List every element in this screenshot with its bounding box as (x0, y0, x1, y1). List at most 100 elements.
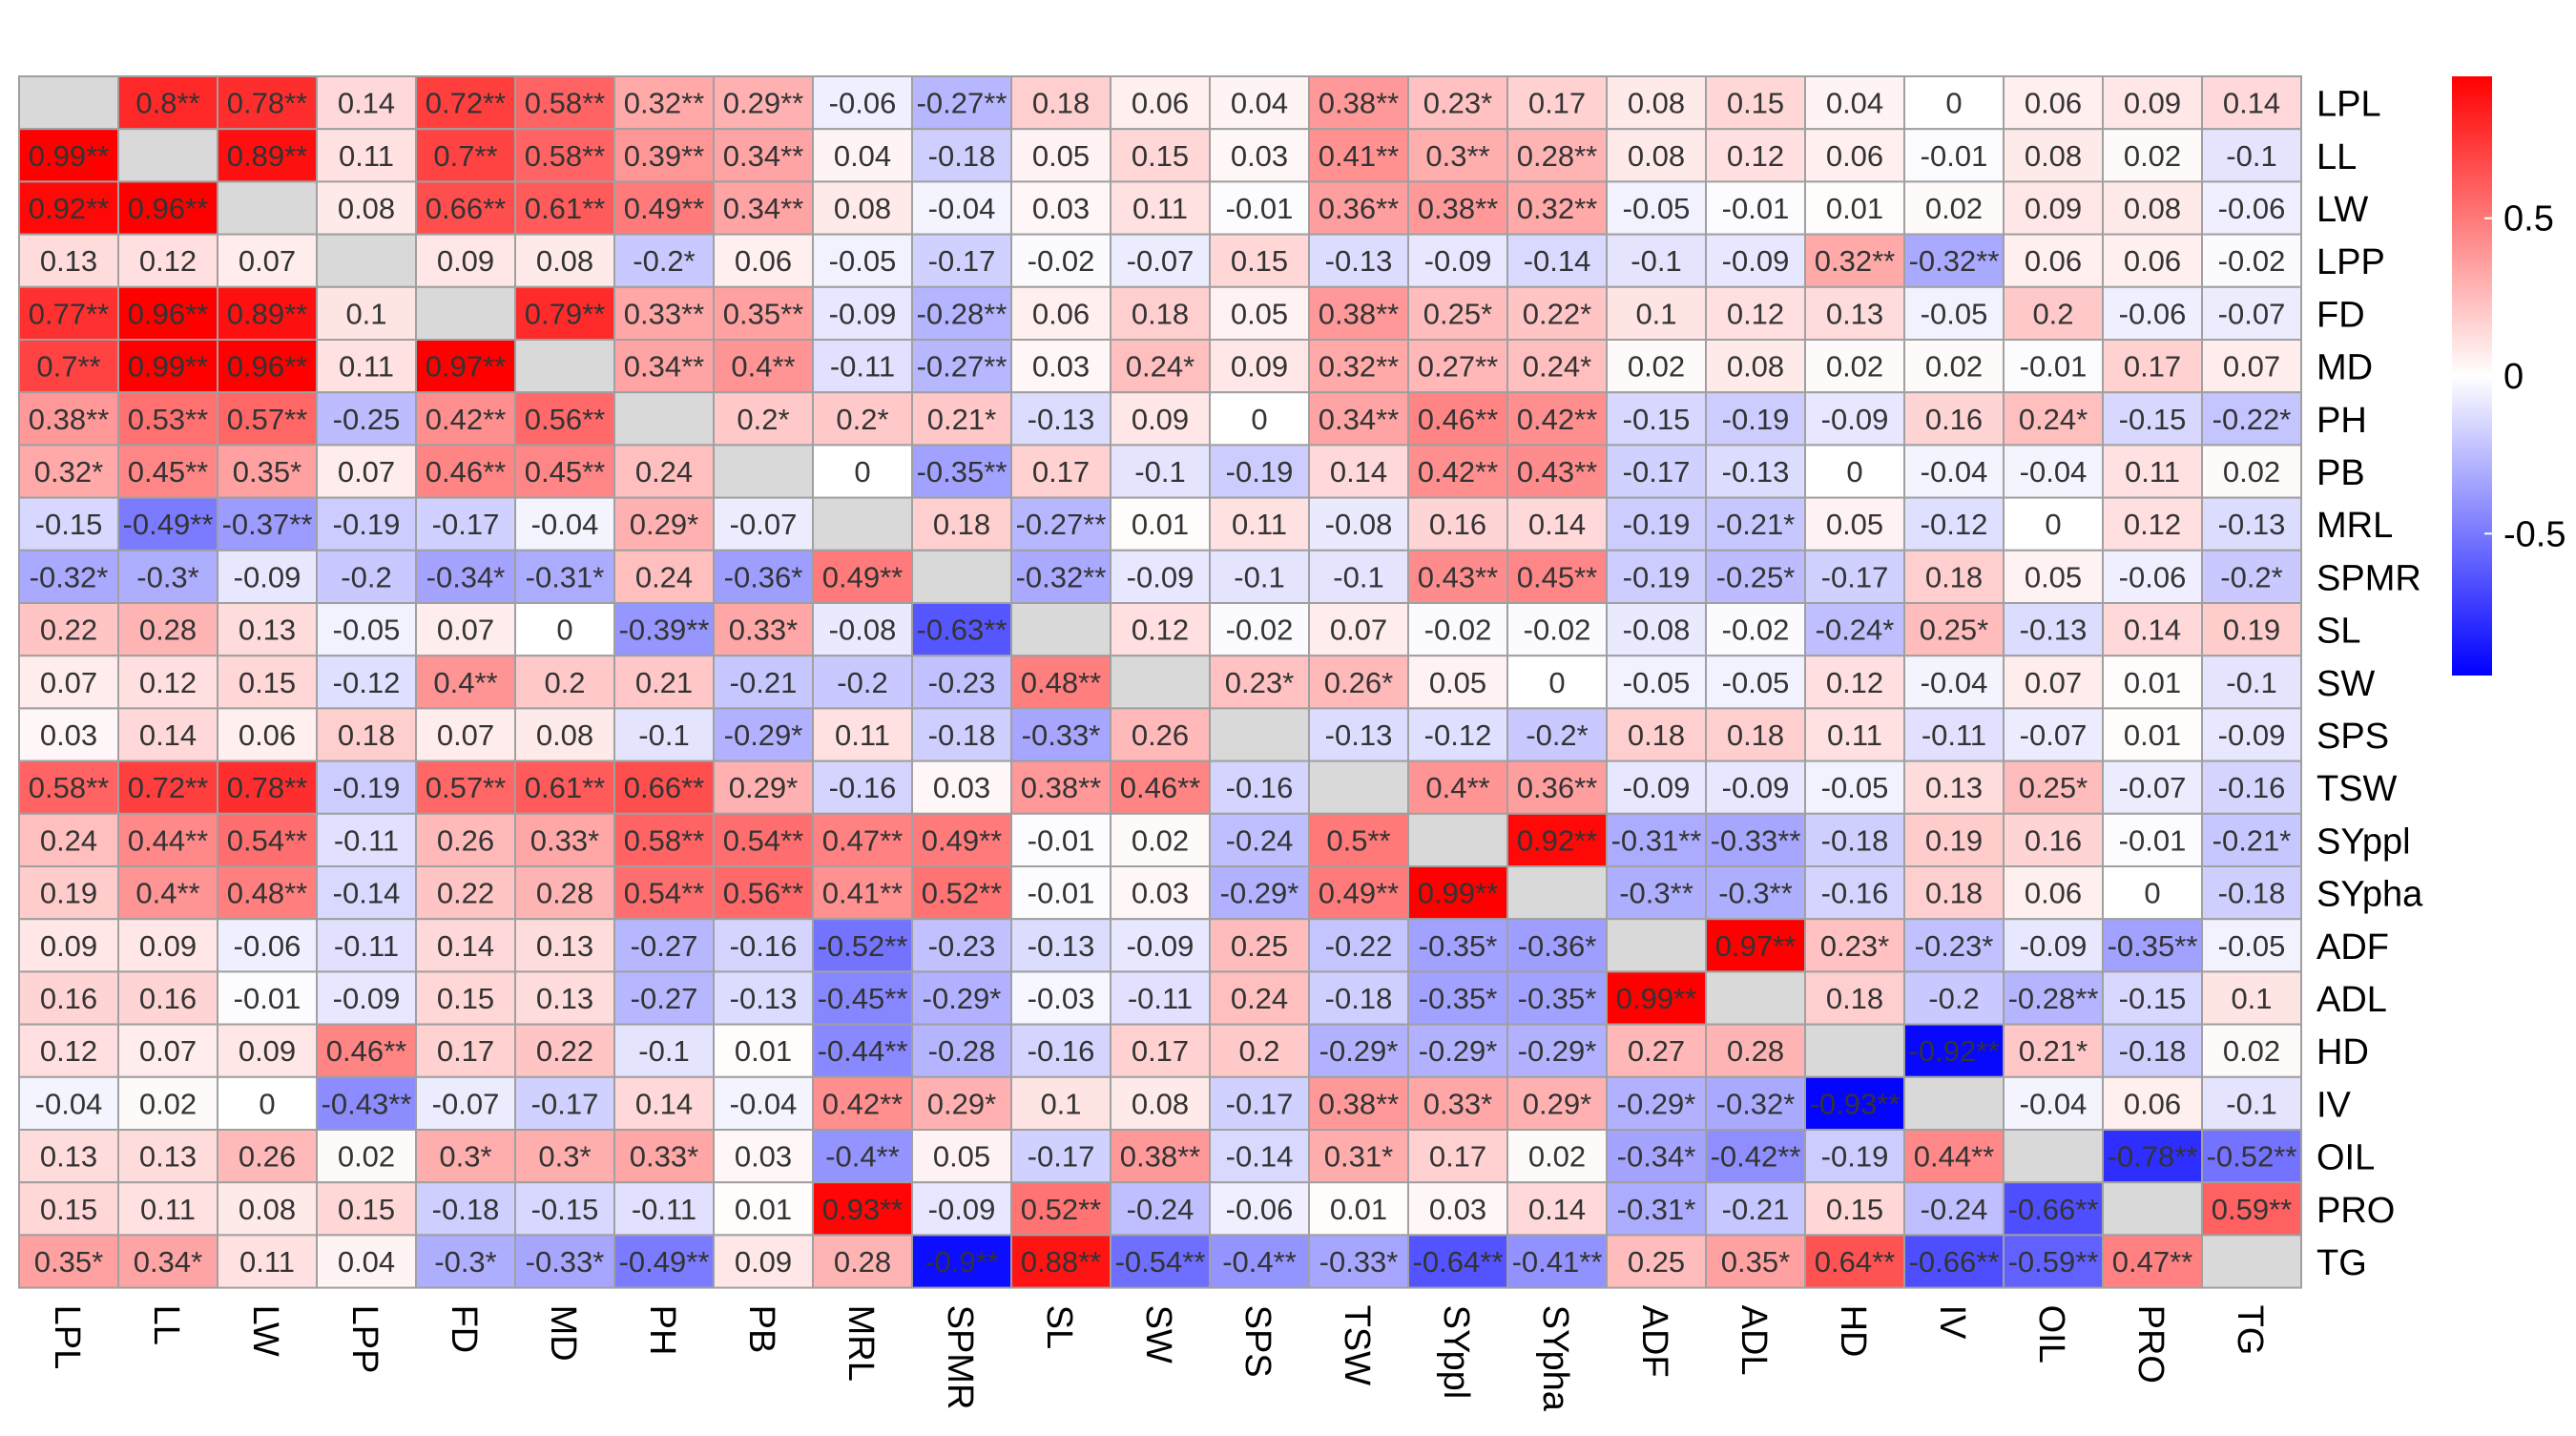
cell-value-label: -0.33* (1022, 718, 1101, 752)
heatmap-cell-MRL-PB (713, 496, 814, 552)
cell-value-label: 0.38** (1120, 1140, 1200, 1174)
cell-value-label: 0.09 (2025, 192, 2082, 225)
cell-value-label: 0.38** (1319, 297, 1399, 330)
cell-value-label: -0.06 (2119, 297, 2187, 330)
heatmap-cell-ADF-ADL (1705, 918, 1806, 973)
cell-value-label: 0.15 (1826, 1193, 1883, 1226)
heatmap-cell-SYpha-LL (117, 865, 218, 921)
cell-value-label: 0.48** (1021, 666, 1101, 699)
cell-value-label: -0.05 (1623, 192, 1691, 225)
cell-value-label: 0.06 (239, 718, 296, 752)
cell-value-label: -0.36* (724, 560, 803, 593)
cell-value-label: -0.17 (928, 244, 996, 278)
cell-value-label: 0.19 (2223, 614, 2280, 647)
cell-value-label: -0.35* (1419, 982, 1498, 1015)
cell-value-label: 0.78** (227, 771, 307, 804)
cell-value-label: -0.4** (1222, 1245, 1297, 1279)
cell-value-label: -0.21* (2212, 823, 2292, 857)
heatmap-cell-LPL-SYpha (1506, 75, 1608, 131)
cell-value-label: 0.16 (1925, 403, 1983, 436)
cell-value-label: 0.15 (239, 666, 296, 699)
heatmap-cell-MRL-ADL (1705, 496, 1806, 552)
cell-value-label: 0.29* (729, 771, 798, 804)
heatmap-cell-LL-SYppl (1407, 128, 1508, 183)
cell-value-label: -0.28** (2008, 982, 2099, 1015)
cell-value-label: -0.39** (619, 614, 710, 647)
heatmap-cell-FD-PRO (2102, 285, 2203, 341)
cell-value-label: 0.28** (1517, 139, 1597, 173)
heatmap-cell-PRO-PRO (2102, 1181, 2203, 1237)
cell-value-label: -0.01 (1921, 139, 1988, 173)
cell-value-label: 0.03 (1231, 139, 1288, 173)
cell-value-label: 0.16 (40, 982, 97, 1015)
row-label-LL: LL (2316, 137, 2357, 177)
cell-value-label: 0.08 (834, 192, 891, 225)
heatmap-cell-PB-PB (713, 444, 814, 499)
heatmap-cell-TG-SW (1110, 1234, 1211, 1289)
cell-value-label: -0.09 (1127, 560, 1195, 593)
cell-value-label: -0.17 (1028, 1140, 1095, 1174)
heatmap-cell-SYppl-MD (514, 812, 615, 867)
heatmap-cell-SW-SW (1110, 655, 1211, 710)
cell-value-label: 0.22 (40, 614, 97, 647)
cell-value-label: 0.02 (1826, 350, 1883, 384)
cell-value-label: 0.16 (2025, 823, 2082, 857)
heatmap-cell-TG-SPS (1209, 1234, 1310, 1289)
cell-value-label: 0.38** (1319, 1087, 1399, 1120)
cell-value-label: -0.06 (829, 87, 897, 120)
heatmap-cell-LW-TSW (1308, 180, 1409, 236)
cell-value-label: -0.29* (1617, 1087, 1696, 1120)
cell-value-label: -0.09 (234, 560, 301, 593)
cell-value-label: -0.78** (2108, 1140, 2198, 1174)
heatmap-cell-TSW-FD (415, 760, 516, 815)
cell-value-label: 0.11 (1132, 192, 1188, 225)
heatmap-cell-HD-MRL (812, 1023, 913, 1078)
row-label-MRL: MRL (2316, 506, 2393, 546)
cell-value-label: 0.09 (40, 929, 97, 963)
cell-value-label: 0.34** (723, 139, 803, 173)
heatmap-cell-FD-LPP (316, 285, 417, 341)
cell-value-label: -0.05 (829, 244, 897, 278)
cell-value-label: -0.2 (341, 560, 391, 593)
cell-value-label: 0.77** (29, 297, 109, 330)
heatmap-cell-SPMR-HD (1804, 549, 1905, 604)
heatmap-cell-LW-LL (117, 180, 218, 236)
cell-value-label: 0.08 (1628, 139, 1685, 173)
cell-value-label: 0.43** (1418, 560, 1498, 593)
heatmap-cell-FD-FD (415, 285, 516, 341)
heatmap-cell-IV-PB (713, 1075, 814, 1132)
heatmap-cell-SL-PRO (2102, 602, 2203, 657)
heatmap-cell-LPP-SYpha (1506, 233, 1608, 288)
heatmap-cell-LW-MD (514, 180, 615, 236)
cell-value-label: -0.1 (638, 1034, 689, 1068)
heatmap-cell-LL-PB (713, 128, 814, 183)
cell-value-label: 0.08 (1628, 87, 1685, 120)
heatmap-cell-LPP-SW (1110, 233, 1211, 288)
cell-value-label: 0.18 (933, 508, 990, 541)
cell-value-label: 0.56** (525, 403, 605, 436)
cell-value-label: 0.01 (735, 1034, 792, 1068)
heatmap-cell-MRL-PRO (2102, 496, 2203, 552)
cell-value-label: 0.78** (227, 87, 307, 120)
cell-value-label: 0.12 (2124, 508, 2181, 541)
row-label-TSW: TSW (2316, 769, 2398, 809)
heatmap-cell-LL-OIL (2003, 128, 2104, 183)
heatmap-cell-SL-OIL (2003, 602, 2104, 657)
cell-value-label: 0.49** (1319, 877, 1399, 910)
heatmap-cell-MD-SPMR (911, 339, 1012, 394)
cell-value-label: -0.01 (2020, 350, 2088, 384)
heatmap-cell-SPS-MRL (812, 707, 913, 762)
cell-value-label: -0.14 (333, 877, 401, 910)
heatmap-cell-LPL-LL (117, 75, 218, 131)
cell-value-label: 0.48** (227, 877, 307, 910)
cell-value-label: 0.13 (1826, 297, 1883, 330)
cell-value-label: 0.07 (40, 666, 97, 699)
cell-value-label: -0.02 (1226, 614, 1294, 647)
cell-value-label: 0 (1251, 403, 1267, 436)
heatmap-cell-TG-ADF (1606, 1234, 1707, 1289)
cell-value-label: 0.15 (437, 982, 494, 1015)
heatmap-cell-SYppl-SPS (1209, 812, 1310, 867)
heatmap-cell-HD-TG (2201, 1023, 2302, 1078)
heatmap-cell-SYpha-LPP (316, 865, 417, 921)
cell-value-label: 0.07 (338, 455, 395, 489)
